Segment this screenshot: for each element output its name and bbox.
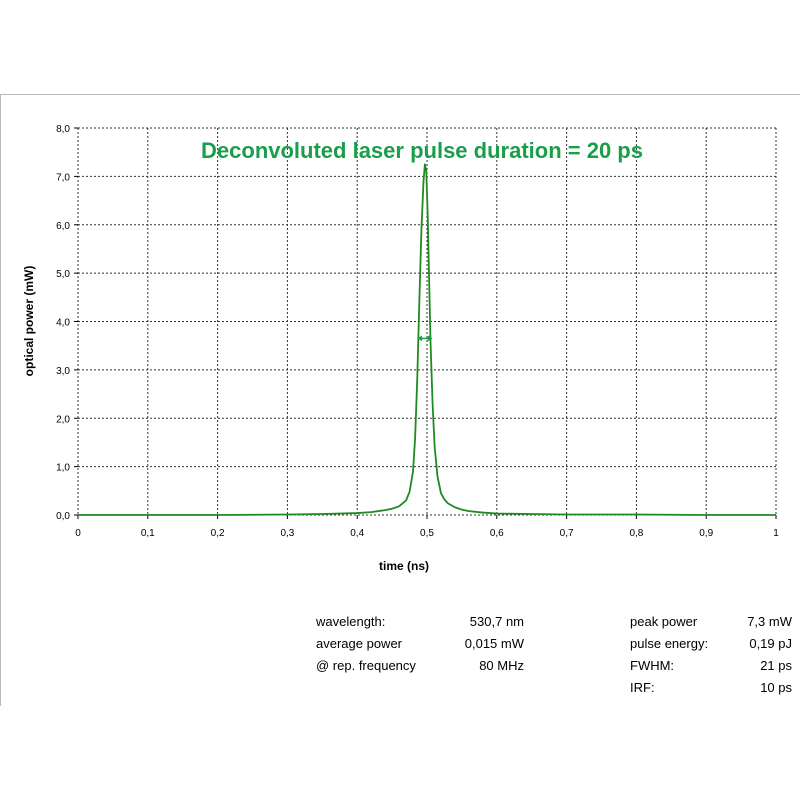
info-left-panel: wavelength: 530,7 nm average power 0,015… bbox=[316, 614, 524, 680]
x-tick-label: 0,3 bbox=[280, 528, 294, 539]
info-row-irf: IRF: 10 ps bbox=[630, 680, 792, 702]
series-layer bbox=[78, 163, 776, 516]
y-tick-label: 0,0 bbox=[56, 511, 70, 522]
info-label: @ rep. frequency bbox=[316, 658, 416, 673]
y-tick-label: 1,0 bbox=[56, 463, 70, 474]
info-label: wavelength: bbox=[316, 614, 386, 629]
y-tick-label: 2,0 bbox=[56, 414, 70, 425]
x-axis-title: time (ns) bbox=[379, 559, 429, 573]
x-tick-label: 0,7 bbox=[560, 528, 574, 539]
info-row-average-power: average power 0,015 mW bbox=[316, 636, 524, 658]
y-tick-label: 5,0 bbox=[56, 269, 70, 280]
info-right-panel: peak power 7,3 mW pulse energy: 0,19 pJ … bbox=[630, 614, 792, 702]
fwhm-arrow-left bbox=[417, 335, 422, 342]
x-tick-label: 0,9 bbox=[699, 528, 713, 539]
x-tick-label: 0 bbox=[75, 528, 81, 539]
fwhm-arrow-right bbox=[427, 335, 432, 342]
x-tick-label: 1 bbox=[773, 528, 779, 539]
info-row-wavelength: wavelength: 530,7 nm bbox=[316, 614, 524, 636]
x-tick-label: 0,6 bbox=[490, 528, 504, 539]
fwhm-marker bbox=[417, 335, 432, 342]
x-tick-label: 0,1 bbox=[141, 528, 155, 539]
x-tick-label: 0,8 bbox=[629, 528, 643, 539]
info-value: 0,19 pJ bbox=[749, 636, 792, 651]
info-row-rep-frequency: @ rep. frequency 80 MHz bbox=[316, 658, 524, 680]
info-value: 530,7 nm bbox=[469, 614, 524, 629]
info-value: 10 ps bbox=[760, 680, 792, 695]
series-line-0 bbox=[78, 163, 776, 516]
chart-frame bbox=[0, 94, 800, 706]
y-axis-title: optical power (mW) bbox=[22, 266, 36, 377]
info-label: peak power bbox=[630, 614, 698, 629]
x-tick-label: 0,2 bbox=[211, 528, 225, 539]
x-tick-labels: 0 0,1 0,2 0,3 0,4 0,5 0,6 0,7 0,8 0,9 1 bbox=[75, 528, 779, 539]
y-tick-labels: 0,0 1,0 2,0 3,0 4,0 5,0 6,0 7,0 8,0 bbox=[56, 124, 70, 522]
grid bbox=[74, 127, 777, 519]
y-tick-label: 7,0 bbox=[56, 172, 70, 183]
info-label: pulse energy: bbox=[630, 636, 709, 651]
chart-title: Deconvoluted laser pulse duration = 20 p… bbox=[201, 138, 643, 163]
y-tick-label: 8,0 bbox=[56, 124, 70, 135]
y-tick-label: 3,0 bbox=[56, 366, 70, 377]
info-value: 21 ps bbox=[760, 658, 792, 673]
info-label: average power bbox=[316, 636, 402, 651]
y-tick-label: 4,0 bbox=[56, 318, 70, 329]
y-tick-label: 6,0 bbox=[56, 221, 70, 232]
info-row-fwhm: FWHM: 21 ps bbox=[630, 658, 792, 680]
info-label: FWHM: bbox=[630, 658, 675, 673]
info-row-pulse-energy: pulse energy: 0,19 pJ bbox=[630, 636, 792, 658]
x-tick-label: 0,4 bbox=[350, 528, 364, 539]
x-tick-label: 0,5 bbox=[420, 528, 434, 539]
info-value: 80 MHz bbox=[479, 658, 524, 673]
info-row-peak-power: peak power 7,3 mW bbox=[630, 614, 792, 636]
info-label: IRF: bbox=[630, 680, 655, 695]
info-value: 7,3 mW bbox=[747, 614, 792, 629]
info-value: 0,015 mW bbox=[464, 636, 524, 651]
